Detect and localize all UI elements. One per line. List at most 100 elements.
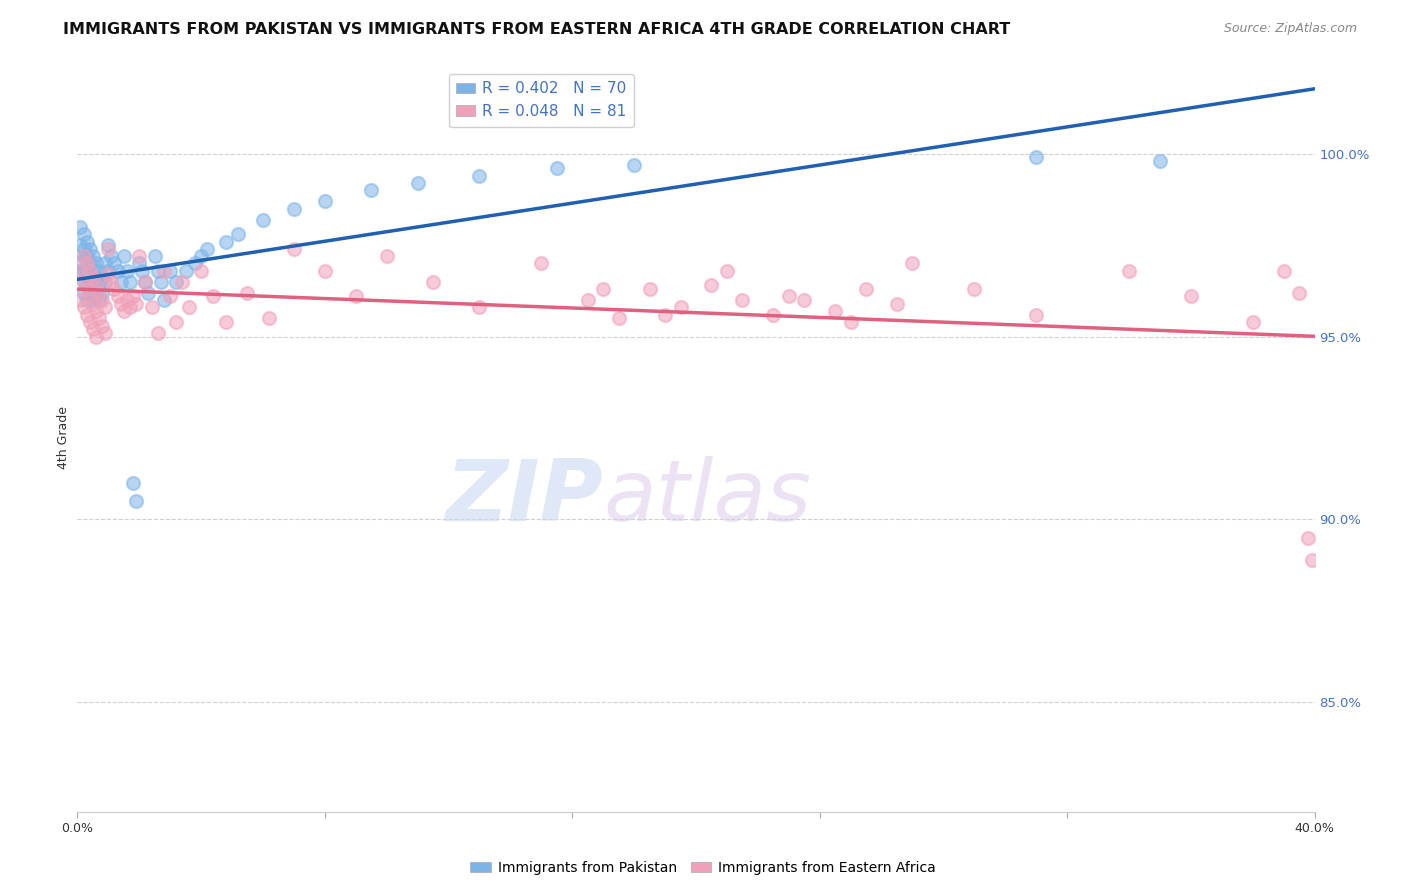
Point [159, 289, 181, 303]
Point [215, 235, 238, 249]
Point [824, 304, 846, 318]
Point [1118, 264, 1140, 278]
Point [344, 289, 367, 303]
Point [82, 278, 104, 293]
Point [422, 275, 444, 289]
Point [716, 264, 738, 278]
Point [146, 264, 169, 278]
Text: Source: ZipAtlas.com: Source: ZipAtlas.com [1223, 22, 1357, 36]
Point [69, 238, 91, 252]
Point [700, 278, 723, 293]
Point [669, 301, 692, 315]
Point [134, 275, 156, 289]
Point [79, 256, 101, 270]
Point [839, 315, 862, 329]
Point [76, 256, 98, 270]
Point [375, 249, 398, 263]
Point [100, 275, 122, 289]
Point [283, 202, 305, 216]
Point [172, 275, 194, 289]
Point [79, 271, 101, 285]
Point [607, 311, 630, 326]
Point [360, 183, 382, 197]
Point [314, 194, 336, 209]
Point [72, 249, 94, 263]
Point [84, 271, 107, 285]
Legend: R = 0.402   N = 70, R = 0.048   N = 81: R = 0.402 N = 70, R = 0.048 N = 81 [449, 74, 634, 127]
Point [91, 293, 114, 307]
Point [72, 264, 94, 278]
Point [76, 282, 98, 296]
Point [103, 256, 125, 270]
Point [1149, 154, 1171, 169]
Point [69, 264, 91, 278]
Point [1272, 264, 1295, 278]
Point [72, 249, 94, 263]
Point [886, 296, 908, 310]
Point [236, 285, 259, 300]
Point [226, 227, 249, 242]
Point [107, 289, 129, 303]
Point [159, 264, 181, 278]
Point [94, 256, 117, 270]
Point [72, 275, 94, 289]
Point [72, 227, 94, 242]
Point [1025, 308, 1047, 322]
Point [125, 494, 148, 508]
Point [623, 158, 645, 172]
Point [530, 256, 553, 270]
Point [94, 326, 117, 340]
Point [143, 249, 166, 263]
Point [82, 296, 104, 310]
Point [128, 256, 150, 270]
Point [855, 282, 877, 296]
Point [69, 264, 91, 278]
Point [87, 293, 110, 307]
Point [76, 264, 98, 278]
Point [100, 249, 122, 263]
Point [94, 275, 117, 289]
Point [138, 285, 160, 300]
Point [82, 264, 104, 278]
Point [91, 271, 114, 285]
Text: atlas: atlas [603, 456, 811, 539]
Point [87, 285, 110, 300]
Point [1288, 285, 1310, 300]
Legend: Immigrants from Pakistan, Immigrants from Eastern Africa: Immigrants from Pakistan, Immigrants fro… [464, 855, 942, 880]
Point [190, 264, 212, 278]
Point [638, 282, 661, 296]
Point [174, 264, 197, 278]
Point [118, 275, 141, 289]
Point [84, 329, 107, 343]
Point [177, 301, 200, 315]
Point [87, 264, 110, 278]
Point [314, 264, 336, 278]
Point [84, 304, 107, 318]
Point [778, 289, 800, 303]
Point [91, 285, 114, 300]
Point [125, 296, 148, 310]
Point [1301, 552, 1323, 566]
Point [69, 219, 91, 234]
Point [131, 264, 153, 278]
Point [118, 301, 141, 315]
Point [252, 212, 274, 227]
Point [97, 238, 120, 252]
Point [82, 249, 104, 263]
Point [79, 242, 101, 256]
Point [654, 308, 676, 322]
Point [97, 242, 120, 256]
Point [107, 264, 129, 278]
Point [110, 296, 132, 310]
Point [283, 242, 305, 256]
Point [546, 161, 568, 176]
Point [901, 256, 924, 270]
Point [1298, 531, 1320, 545]
Point [762, 308, 785, 322]
Point [72, 275, 94, 289]
Point [468, 301, 491, 315]
Point [72, 301, 94, 315]
Point [257, 311, 280, 326]
Point [215, 315, 238, 329]
Point [184, 256, 207, 270]
